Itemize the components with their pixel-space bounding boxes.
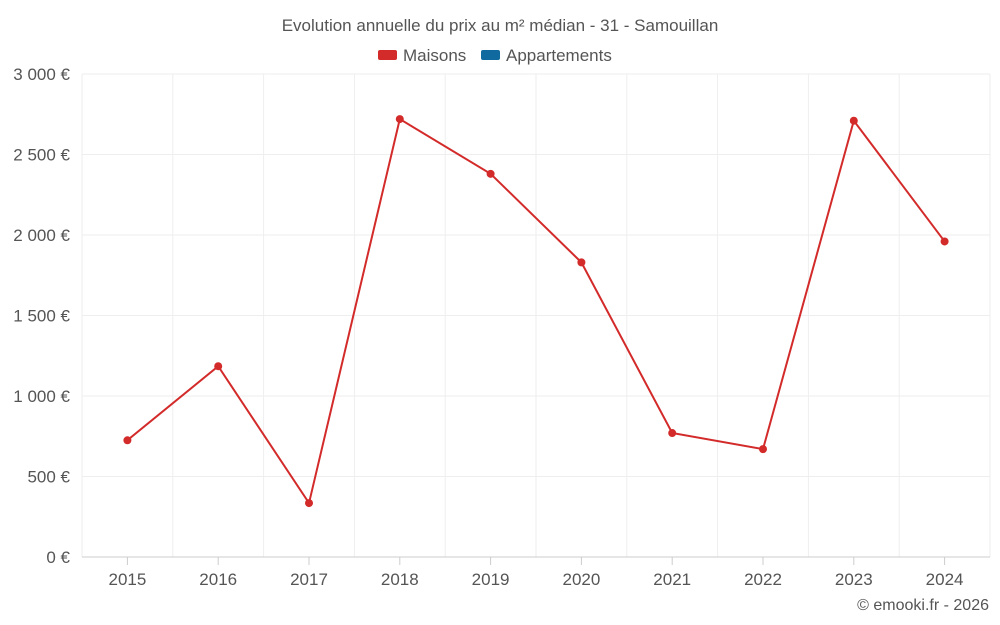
- x-tick-label: 2017: [290, 570, 328, 589]
- x-tick-label: 2021: [653, 570, 691, 589]
- y-tick-label: 500 €: [27, 468, 70, 487]
- legend-label-maisons: Maisons: [403, 46, 466, 65]
- x-tick-label: 2022: [744, 570, 782, 589]
- data-point[interactable]: [486, 169, 495, 178]
- x-tick-label: 2018: [381, 570, 419, 589]
- data-point[interactable]: [305, 499, 313, 508]
- x-tick-label: 2024: [926, 570, 964, 589]
- series-line: [126, 117, 946, 506]
- data-point[interactable]: [123, 436, 132, 445]
- x-axis: 2015 2016 2017 2018 2019 2020 2021 2022 2023 2024: [108, 557, 964, 589]
- data-point[interactable]: [940, 237, 949, 246]
- x-tick-label: 2020: [562, 570, 600, 589]
- y-tick-label: 1 500 €: [13, 307, 70, 326]
- data-point[interactable]: [395, 115, 404, 124]
- legend-swatch-maisons: [378, 50, 397, 60]
- y-tick-label: 2 500 €: [13, 146, 70, 165]
- credit-text: © emooki.fr - 2026: [857, 597, 989, 614]
- legend-label-appartements: Appartements: [506, 46, 612, 65]
- y-tick-label: 0 €: [46, 548, 70, 567]
- data-point[interactable]: [849, 116, 858, 125]
- legend-swatch-appartements: [481, 50, 500, 60]
- x-tick-label: 2016: [199, 570, 237, 589]
- data-point[interactable]: [214, 362, 223, 371]
- data-point[interactable]: [668, 429, 677, 438]
- legend-item-appartements[interactable]: Appartements: [481, 46, 612, 65]
- gridlines: [81, 73, 991, 557]
- legend: Maisons Appartements: [378, 46, 612, 65]
- data-point[interactable]: [759, 445, 767, 454]
- x-tick-label: 2015: [108, 570, 146, 589]
- y-tick-label: 1 000 €: [13, 387, 70, 406]
- x-tick-label: 2023: [835, 570, 873, 589]
- y-tick-label: 2 000 €: [13, 226, 70, 245]
- legend-item-maisons[interactable]: Maisons: [378, 46, 466, 65]
- y-axis: 0 € 500 € 1 000 € 1 500 € 2 000 € 2 500 € 3 00…: [13, 65, 70, 567]
- y-tick-label: 3 000 €: [13, 65, 70, 84]
- data-point[interactable]: [577, 258, 586, 267]
- x-tick-label: 2019: [472, 570, 510, 589]
- series-maisons: [123, 115, 949, 508]
- chart-title: Evolution annuelle du prix au m² médian …: [282, 16, 719, 35]
